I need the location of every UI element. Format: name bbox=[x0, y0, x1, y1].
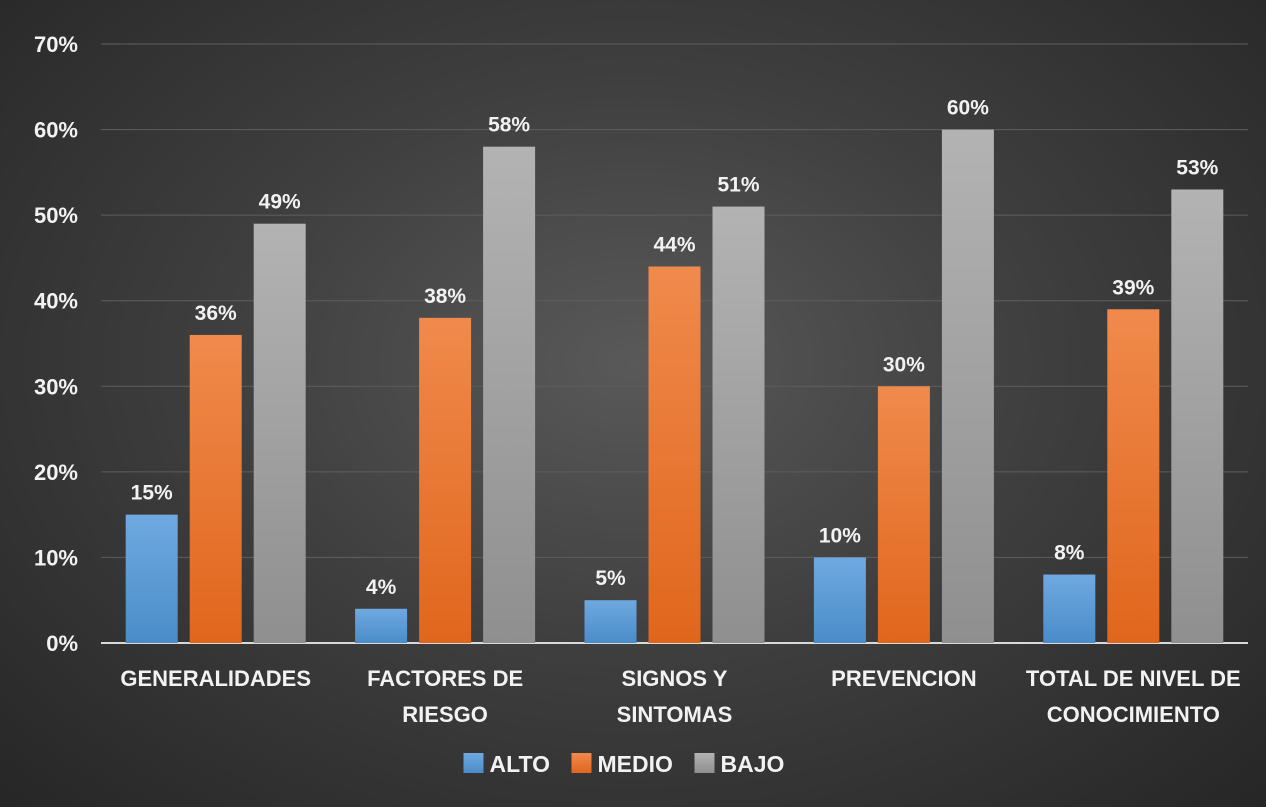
data-label: 8% bbox=[1054, 542, 1085, 565]
legend-swatch-alto bbox=[464, 753, 484, 773]
y-tick-label: 50% bbox=[34, 203, 78, 228]
legend-swatch-medio bbox=[572, 753, 592, 773]
bar-bajo bbox=[1171, 189, 1223, 643]
y-tick-label: 10% bbox=[34, 545, 78, 570]
data-label: 58% bbox=[488, 114, 530, 137]
bar-medio bbox=[1107, 309, 1159, 643]
data-label: 38% bbox=[424, 285, 466, 308]
x-category-label: SIGNOS Y bbox=[622, 666, 728, 691]
data-label: 30% bbox=[883, 353, 925, 376]
y-tick-label: 70% bbox=[34, 32, 78, 57]
x-axis-category-labels: GENERALIDADES FACTORES DE RIESGO SIGNOS Y SI… bbox=[120, 666, 1240, 727]
bar-medio bbox=[649, 266, 701, 643]
data-label: 10% bbox=[819, 524, 861, 547]
bar-medio bbox=[190, 335, 242, 643]
bar-alto bbox=[814, 557, 866, 643]
x-category-label: TOTAL DE NIVEL DE bbox=[1026, 666, 1241, 691]
data-label: 39% bbox=[1112, 276, 1154, 299]
x-category-label: GENERALIDADES bbox=[120, 666, 311, 691]
bar-alto bbox=[1043, 575, 1095, 643]
legend: ALTO MEDIO BAJO bbox=[464, 751, 785, 777]
y-tick-label: 20% bbox=[34, 460, 78, 485]
bar-alto bbox=[355, 609, 407, 643]
data-label: 5% bbox=[595, 567, 626, 590]
x-category-label: SINTOMAS bbox=[617, 702, 733, 727]
data-label: 44% bbox=[653, 233, 695, 256]
bar-alto bbox=[126, 515, 178, 643]
bar-bajo bbox=[942, 130, 994, 643]
data-label: 15% bbox=[131, 482, 173, 505]
bar-alto bbox=[585, 600, 637, 643]
y-tick-label: 60% bbox=[34, 118, 78, 143]
x-category-label: PREVENCION bbox=[831, 666, 976, 691]
data-label: 53% bbox=[1176, 156, 1218, 179]
y-tick-label: 0% bbox=[46, 631, 78, 656]
x-category-label: FACTORES DE bbox=[367, 666, 523, 691]
bar-medio bbox=[419, 318, 471, 643]
data-label: 60% bbox=[947, 97, 989, 120]
data-label: 49% bbox=[259, 191, 301, 214]
bar-bajo bbox=[713, 207, 765, 643]
data-label: 51% bbox=[717, 174, 759, 197]
legend-label-medio: MEDIO bbox=[598, 751, 673, 777]
y-tick-label: 30% bbox=[34, 374, 78, 399]
y-axis-tick-labels: 0% 10% 20% 30% 40% 50% 60% 70% bbox=[34, 32, 78, 656]
data-label: 4% bbox=[366, 576, 397, 599]
legend-label-alto: ALTO bbox=[490, 751, 550, 777]
y-tick-label: 40% bbox=[34, 289, 78, 314]
data-label: 36% bbox=[195, 302, 237, 325]
bar-medio bbox=[878, 386, 930, 643]
bar-bajo bbox=[483, 147, 535, 643]
legend-swatch-bajo bbox=[695, 753, 715, 773]
bar-bajo bbox=[254, 224, 306, 643]
x-category-label: CONOCIMIENTO bbox=[1047, 702, 1220, 727]
legend-label-bajo: BAJO bbox=[721, 751, 785, 777]
x-category-label: RIESGO bbox=[402, 702, 488, 727]
